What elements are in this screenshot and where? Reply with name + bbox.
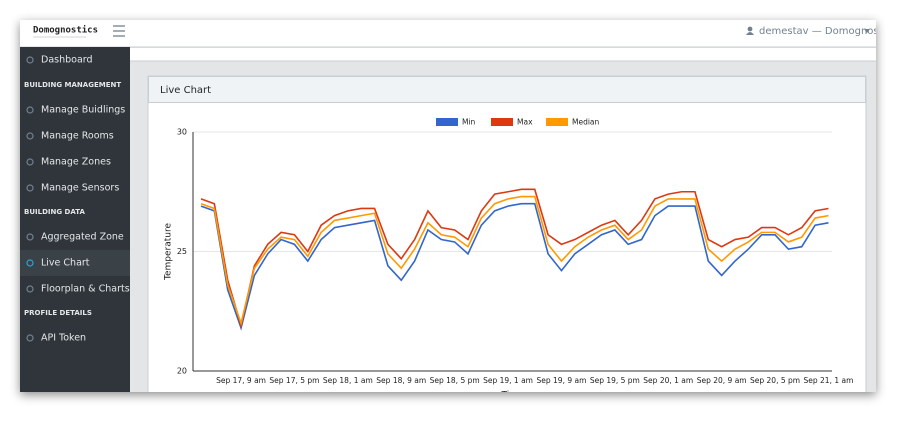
legend-label: Min [462, 118, 476, 127]
nav-icon [26, 184, 34, 192]
breadcrumb [130, 48, 876, 61]
x-tick-label: Sep 17, 5 pm [269, 376, 319, 385]
x-tick-label: Sep 17, 9 am [216, 376, 266, 385]
legend-label: Max [517, 118, 533, 127]
x-tick-label: Sep 19, 9 am [537, 376, 587, 385]
series-line [200, 195, 829, 327]
nav-item[interactable]: Aggregated Zone [41, 232, 124, 243]
y-tick-label: 20 [177, 367, 187, 376]
nav-item[interactable]: Manage Zones [41, 157, 111, 168]
card [147, 75, 867, 392]
legend-label: Median [572, 118, 600, 127]
legend-swatch [436, 118, 458, 126]
x-tick-label: Sep 20, 1 am [643, 376, 693, 385]
card-title: Live Chart [160, 85, 211, 96]
top-bar [20, 20, 876, 47]
card-header [148, 76, 866, 103]
x-axis-label: Time [500, 391, 523, 401]
menu-toggle[interactable] [113, 25, 125, 37]
nav-item[interactable]: API Token [41, 333, 86, 344]
x-tick-label: Sep 21, 1 am [804, 376, 854, 385]
user-icon [746, 26, 754, 35]
nav-section-title: PROFILE DETAILS [24, 309, 92, 317]
x-tick-label: Sep 19, 5 pm [590, 376, 640, 385]
nav-item[interactable]: Dashboard [41, 55, 93, 66]
x-tick-label: Sep 18, 1 am [323, 376, 373, 385]
x-tick-label: Sep 20, 5 pm [750, 376, 800, 385]
nav-icon [26, 259, 34, 267]
x-tick-label: Sep 18, 9 am [376, 376, 426, 385]
nav-item[interactable]: Manage Sensors [41, 183, 119, 194]
sidebar [20, 47, 130, 392]
nav-icon [26, 233, 34, 241]
y-tick-label: 30 [177, 128, 187, 137]
nav-icon [26, 285, 34, 293]
nav-section-title: BUILDING MANAGEMENT [24, 81, 121, 89]
x-tick-label: Sep 19, 1 am [483, 376, 533, 385]
series-line [200, 202, 829, 331]
nav-icon [26, 334, 34, 342]
nav-item[interactable]: Manage Buidlings [41, 105, 125, 116]
nav-active [20, 250, 130, 276]
y-tick-label: 25 [177, 247, 187, 256]
caret [864, 29, 870, 33]
nav-item[interactable]: Manage Rooms [41, 131, 114, 142]
brand: Domognostics [33, 25, 98, 36]
nav-icon [26, 56, 34, 64]
nav-icon [26, 132, 34, 140]
legend-swatch [546, 118, 568, 126]
x-tick-label: Sep 20, 9 am [697, 376, 747, 385]
nav-icon [26, 106, 34, 114]
nav-icon [26, 158, 34, 166]
series-line [200, 188, 829, 329]
nav-item[interactable]: Live Chart [41, 258, 90, 269]
y-axis-label: Temperature [164, 223, 174, 281]
user-menu[interactable]: demestav — Domognostics [759, 26, 896, 37]
nav-section-title: BUILDING DATA [24, 208, 85, 216]
nav-item[interactable]: Floorplan & Charts [41, 284, 130, 295]
legend-swatch [491, 118, 513, 126]
x-tick-label: Sep 18, 5 pm [430, 376, 480, 385]
